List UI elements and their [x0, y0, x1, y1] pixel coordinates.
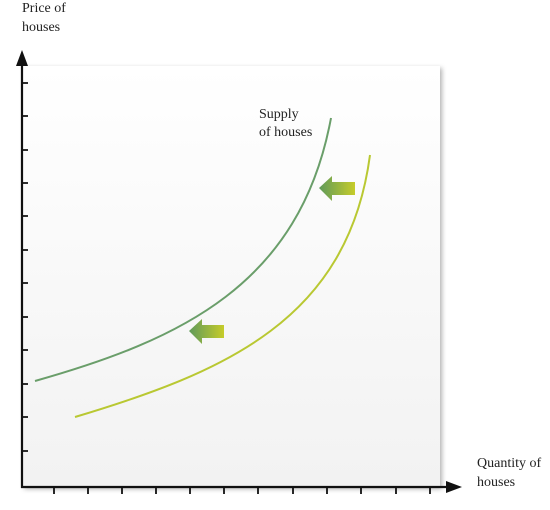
axes [20, 60, 452, 494]
y-ticks [21, 82, 28, 483]
y-axis-label: houses [22, 20, 60, 35]
shift-arrow [189, 319, 224, 344]
curve-label: of houses [259, 125, 312, 140]
x-arrowhead [446, 481, 462, 493]
shift-arrow [319, 176, 355, 201]
y-arrowhead [16, 50, 28, 66]
curve-label: Supply [259, 107, 299, 122]
panel [22, 66, 440, 487]
x-ticks [53, 487, 431, 494]
x-axis-label: houses [477, 475, 515, 490]
supply-curve-original [34, 117, 332, 382]
x-axis-label: Quantity of [477, 456, 541, 471]
y-axis-label: Price of [22, 1, 66, 16]
supply-curve-shifted [74, 154, 371, 418]
